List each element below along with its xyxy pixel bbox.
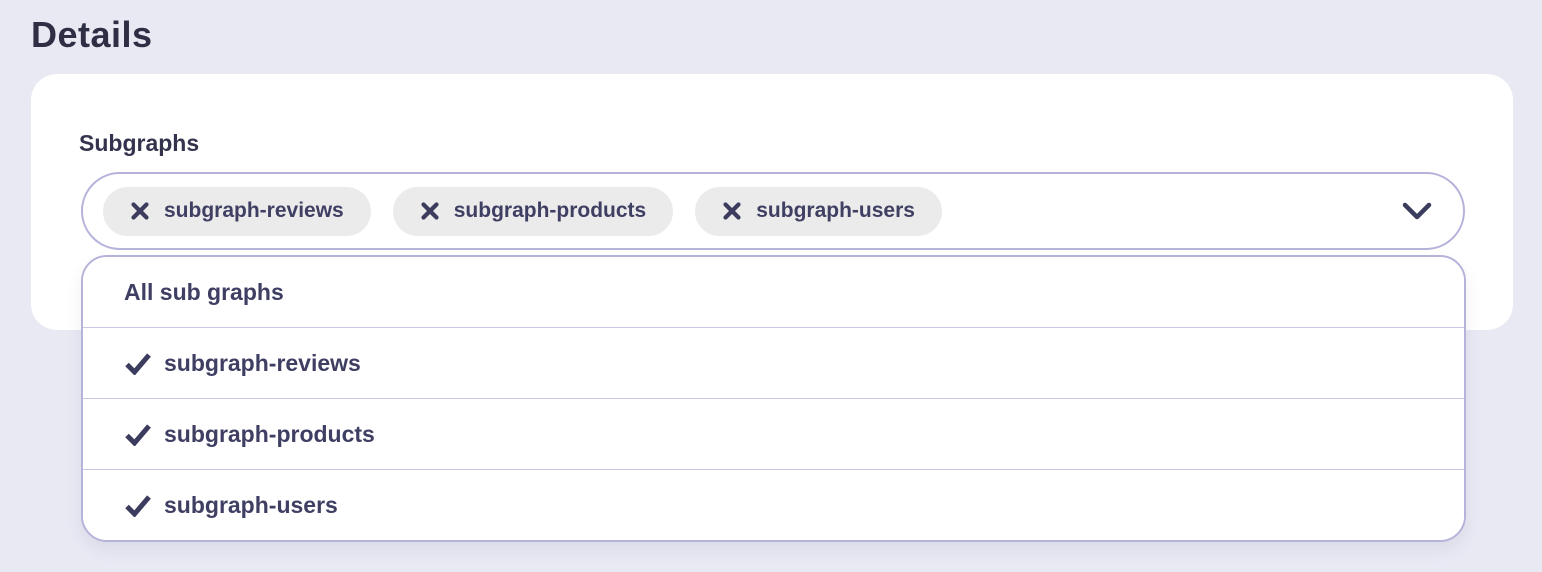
option-label: subgraph-products bbox=[164, 420, 375, 447]
remove-tag-x-icon[interactable] bbox=[420, 201, 440, 221]
dropdown-option[interactable]: subgraph-users bbox=[83, 469, 1464, 540]
check-icon bbox=[124, 423, 152, 446]
dropdown-option[interactable]: subgraph-products bbox=[83, 398, 1464, 469]
page-title: Details bbox=[31, 14, 153, 55]
option-label: subgraph-reviews bbox=[164, 349, 361, 376]
remove-tag-x-icon[interactable] bbox=[722, 201, 742, 221]
selected-tag: subgraph-users bbox=[695, 186, 942, 236]
subgraphs-dropdown: All sub graphs subgraph-reviews subgraph… bbox=[81, 255, 1466, 542]
tag-label: subgraph-reviews bbox=[164, 199, 344, 222]
option-label: All sub graphs bbox=[124, 278, 284, 305]
check-icon bbox=[124, 352, 152, 375]
tag-label: subgraph-products bbox=[453, 199, 647, 222]
chevron-down-icon[interactable] bbox=[1401, 201, 1435, 221]
selected-tag: subgraph-products bbox=[392, 186, 674, 236]
subgraphs-multiselect[interactable]: subgraph-reviews subgraph-products subgr… bbox=[81, 172, 1465, 250]
dropdown-option[interactable]: All sub graphs bbox=[83, 257, 1464, 327]
remove-tag-x-icon[interactable] bbox=[130, 201, 150, 221]
selected-tag: subgraph-reviews bbox=[103, 186, 371, 236]
option-label: subgraph-users bbox=[164, 491, 338, 518]
dropdown-option[interactable]: subgraph-reviews bbox=[83, 327, 1464, 398]
check-icon bbox=[124, 494, 152, 517]
subgraphs-field-label: Subgraphs bbox=[79, 130, 200, 156]
tag-label: subgraph-users bbox=[756, 199, 915, 222]
